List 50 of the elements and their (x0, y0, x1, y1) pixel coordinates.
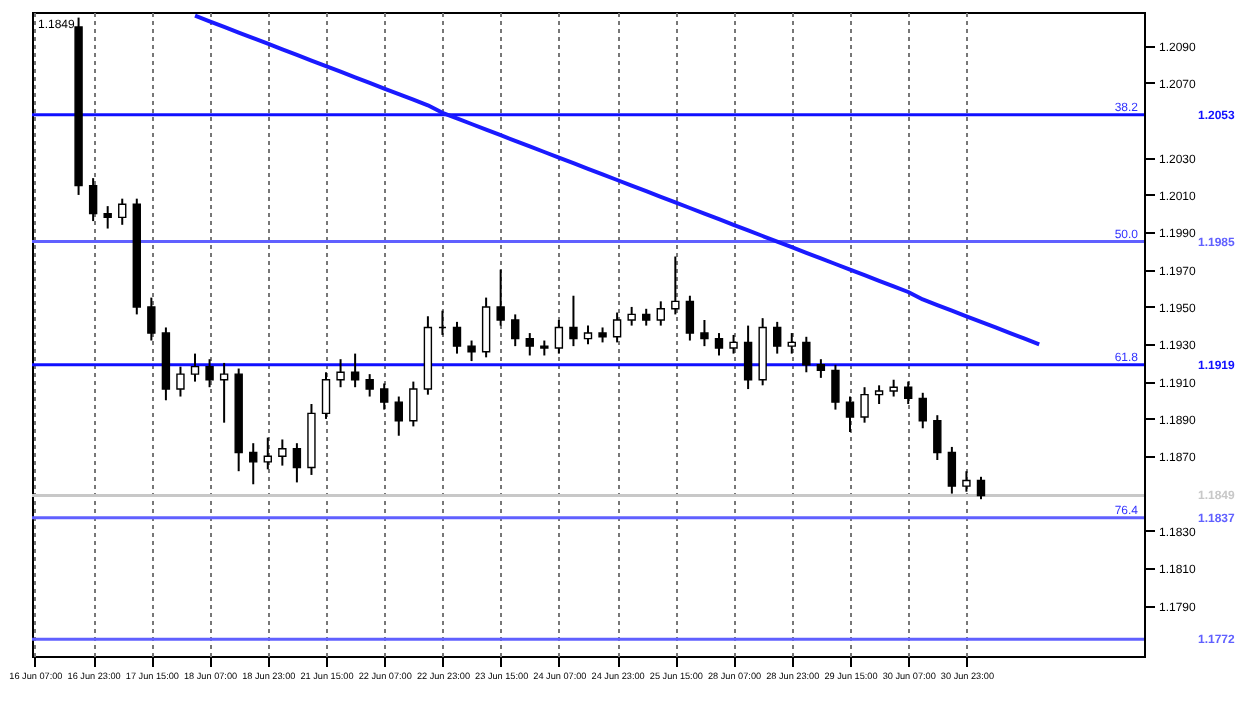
candlestick (962, 470, 971, 493)
candlestick (147, 296, 156, 342)
candlestick (511, 313, 520, 348)
candlestick (496, 268, 505, 327)
candlestick (743, 324, 753, 391)
candlestick (947, 445, 957, 495)
candlestick (874, 384, 884, 405)
candlestick (583, 324, 593, 346)
candlestick (88, 177, 98, 223)
candlestick (394, 395, 403, 437)
candlestick (656, 300, 665, 327)
candlestick (627, 305, 636, 327)
candlestick (292, 442, 302, 484)
candlestick (467, 339, 476, 363)
candlestick (685, 294, 695, 342)
candlestick (787, 332, 796, 355)
candlestick (205, 358, 214, 389)
candlestick (278, 438, 287, 467)
candlestick (860, 386, 869, 424)
candlestick (773, 320, 782, 355)
candlestick (714, 332, 724, 357)
candlestick (729, 333, 738, 355)
candlestick (976, 475, 986, 501)
candlestick (176, 365, 185, 398)
candlestick (365, 373, 374, 398)
candlestick (452, 320, 462, 355)
candlestick (481, 296, 491, 359)
candlestick (831, 363, 840, 411)
candlestick (918, 391, 927, 430)
candlestick (802, 335, 811, 374)
candlestick (321, 371, 331, 420)
candlestick (103, 205, 112, 230)
candlestick (569, 294, 578, 348)
candlestick (933, 414, 942, 461)
candlestick (816, 358, 826, 379)
candlestick (219, 361, 229, 424)
candlestick (525, 332, 534, 357)
candlestick (554, 319, 564, 355)
candlestick (380, 382, 389, 411)
candlestick (190, 352, 200, 383)
candlestick (671, 255, 680, 316)
candlestick (409, 380, 418, 428)
candlestick (845, 395, 855, 433)
candlestick (263, 436, 272, 471)
candlestick (336, 358, 345, 389)
candlestick (118, 197, 127, 226)
candlestick (700, 319, 709, 348)
candlestick (904, 380, 913, 405)
candlestick (612, 311, 622, 344)
candlestick (249, 442, 258, 486)
